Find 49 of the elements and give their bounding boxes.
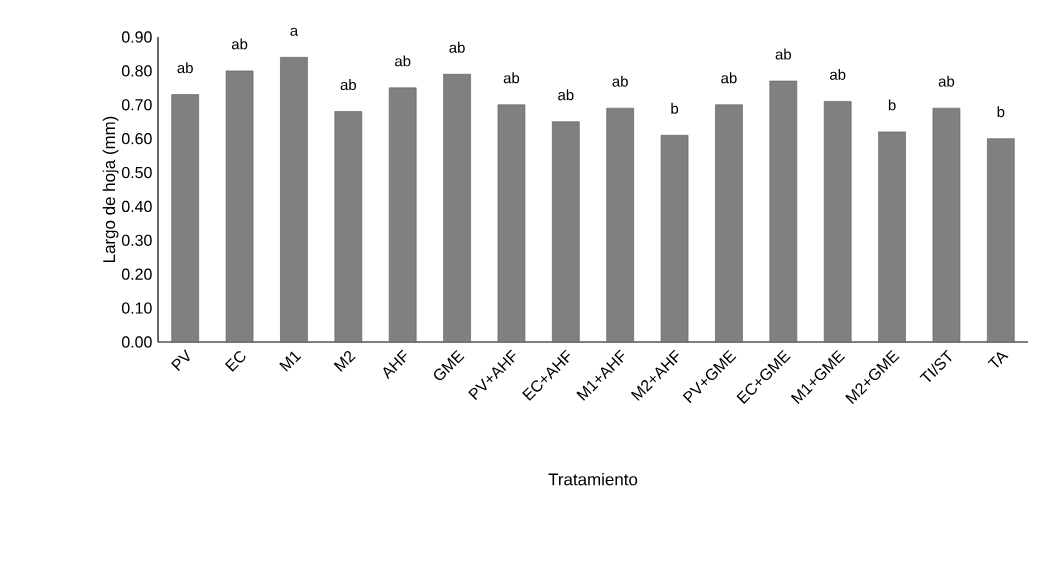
bar [388, 87, 417, 343]
bar [171, 94, 199, 343]
y-tick-label: 0.50 [121, 166, 152, 179]
annotation: ab [503, 72, 520, 84]
x-tick-label: M2 [333, 350, 356, 372]
bar [280, 57, 308, 343]
y-tick-label: 0.20 [121, 268, 152, 280]
bar [987, 138, 1015, 343]
annotation: ab [449, 41, 465, 53]
bar [823, 101, 852, 343]
annotation: ab [231, 38, 248, 50]
x-tick-label: PV [171, 349, 190, 371]
bar [497, 104, 526, 343]
annotation: ab [558, 89, 574, 101]
y-tick-label: 0.70 [121, 99, 152, 111]
y-tick-label: 0.60 [121, 133, 152, 145]
y-tick-label: 0.80 [121, 65, 152, 77]
bar [660, 134, 689, 343]
bar [334, 111, 363, 343]
annotation: b [671, 102, 679, 114]
x-tick-label: M1 [279, 351, 302, 372]
bar [878, 131, 906, 343]
annotation: ab [612, 75, 628, 87]
annotation: ab [721, 72, 737, 84]
bar [443, 73, 471, 343]
annotation: b [997, 106, 1005, 118]
bar [932, 107, 961, 343]
bar [715, 104, 743, 343]
y-tick-label: 0.90 [121, 31, 152, 43]
annotation: ab [340, 79, 357, 91]
bar [225, 70, 254, 343]
y-tick-label: 0.40 [121, 200, 152, 213]
y-tick-label: 0.00 [121, 336, 152, 348]
annotation: ab [395, 55, 411, 67]
annotation: ab [830, 68, 846, 80]
annotation: ab [938, 75, 955, 87]
x-axis-title: Tratamiento [548, 472, 638, 486]
annotation: ab [177, 62, 193, 74]
y-axis-title: Largo de hoja (mm) [102, 116, 119, 262]
annotation: ab [775, 48, 792, 60]
y-tick-label: 0.10 [121, 302, 152, 314]
annotation: b [888, 99, 896, 111]
x-tick-label: TA [987, 352, 1009, 368]
annotation: a [290, 27, 299, 36]
y-tick-label: 0.30 [121, 234, 152, 246]
bar [552, 121, 580, 343]
bar [769, 80, 798, 343]
bar [606, 107, 634, 343]
x-tick-label: EC [224, 351, 246, 372]
